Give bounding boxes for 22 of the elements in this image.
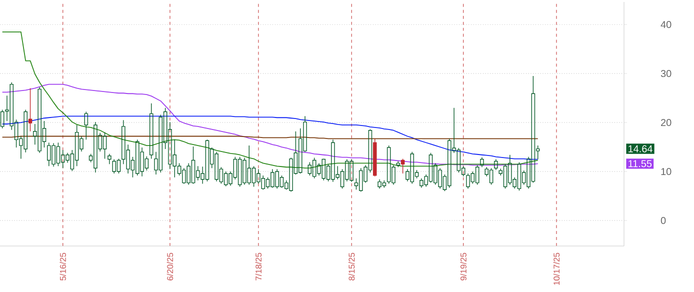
candlestick (308, 162, 312, 176)
text: 11.55 (628, 160, 652, 168)
candlestick (0, 109, 4, 129)
y-tick-label: 0 (660, 217, 666, 224)
y-tick-label: 20 (661, 119, 672, 126)
x-tick-label: 5/16/25 (60, 252, 66, 280)
candlestick (149, 103, 154, 160)
y-tick-label: 40 (660, 21, 672, 28)
x-tick-label: 9/19/25 (460, 252, 466, 280)
candlestick (396, 160, 400, 168)
x-tick-label: 8/15/25 (348, 252, 355, 280)
candlestick (494, 158, 498, 170)
y-tick-label: 30 (660, 70, 672, 78)
candlestick (475, 164, 480, 186)
text: 14.64 (628, 145, 652, 152)
x-tick-label: 10/17/25 (553, 252, 560, 285)
x-tick-label: 7/18/25 (255, 252, 262, 280)
candlestick (84, 111, 88, 140)
x-tick-label: 6/20/25 (166, 252, 174, 280)
candlestick (480, 156, 484, 168)
candlestick (108, 154, 112, 165)
y-tick-label: 10 (661, 168, 672, 176)
